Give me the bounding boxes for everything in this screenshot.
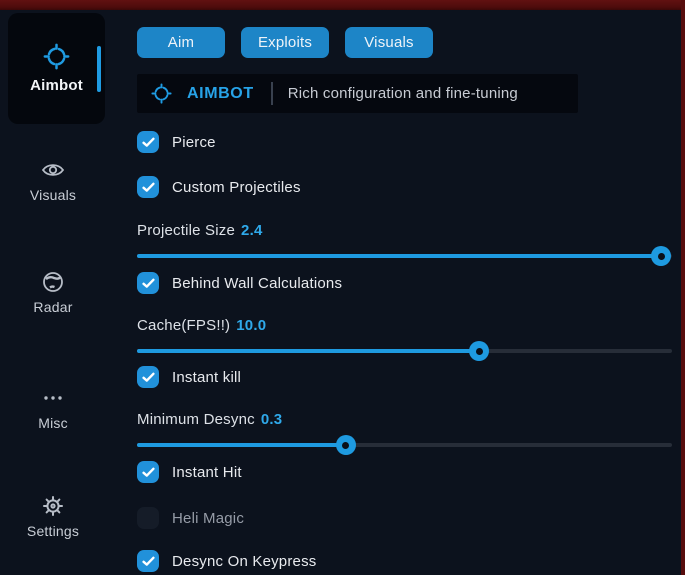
slider-fill	[137, 443, 346, 447]
slider-track[interactable]	[137, 341, 672, 361]
active-tab-indicator	[97, 46, 101, 92]
main-content: Aim Exploits Visuals AIMBOT Rich configura…	[137, 0, 672, 575]
sidebar-item-settings[interactable]: Settings	[0, 494, 106, 539]
crosshair-icon	[43, 43, 70, 70]
slider-handle[interactable]	[335, 435, 356, 455]
sidebar-item-label: Aimbot	[30, 77, 83, 94]
slider-label-text: Projectile Size	[137, 222, 236, 239]
right-red-border	[681, 0, 685, 575]
checkbox-checked[interactable]	[137, 366, 159, 388]
toggle-label: Pierce	[172, 133, 216, 151]
sidebar: Aimbot Visuals Radar Misc Settings	[0, 10, 128, 575]
eye-icon	[41, 158, 65, 182]
section-title: AIMBOT	[187, 84, 254, 102]
checkbox-checked[interactable]	[137, 176, 159, 198]
sidebar-item-label: Settings	[26, 523, 80, 539]
tab-aim[interactable]: Aim	[137, 27, 225, 58]
top-red-border	[0, 0, 685, 10]
sidebar-item-misc[interactable]: Misc	[0, 386, 106, 431]
toggle-label: Desync On Keypress	[172, 552, 317, 570]
toggle-row-instant-hit[interactable]: Instant Hit	[137, 461, 242, 483]
slider-cache-fps: Cache(FPS!!) 10.0	[137, 317, 672, 367]
toggle-label: Behind Wall Calculations	[172, 274, 343, 292]
slider-label: Projectile Size 2.4	[137, 222, 263, 240]
sidebar-item-label: Visuals	[29, 187, 77, 203]
slider-projectile-size: Projectile Size 2.4	[137, 222, 672, 272]
slider-value: 0.3	[260, 411, 283, 428]
toggle-row-pierce[interactable]: Pierce	[137, 131, 216, 153]
slider-label-text: Minimum Desync	[137, 411, 255, 428]
sidebar-item-visuals[interactable]: Visuals	[0, 158, 106, 203]
header-divider	[270, 82, 273, 105]
checkbox-checked[interactable]	[137, 131, 159, 153]
crosshair-icon	[151, 83, 172, 104]
toggle-row-desync-on-keypress[interactable]: Desync On Keypress	[137, 550, 317, 572]
slider-label-text: Cache(FPS!!)	[137, 317, 231, 334]
globe-icon	[41, 270, 65, 294]
section-subtitle: Rich configuration and fine-tuning	[287, 85, 518, 102]
toggle-row-instant-kill[interactable]: Instant kill	[137, 366, 241, 388]
slider-fill	[137, 254, 662, 258]
sidebar-item-label: Radar	[33, 299, 73, 315]
slider-handle[interactable]	[469, 341, 490, 361]
tab-visuals[interactable]: Visuals	[345, 27, 433, 58]
checkbox-checked[interactable]	[137, 550, 159, 572]
ellipsis-icon	[41, 386, 65, 410]
toggle-label: Heli Magic	[172, 509, 245, 527]
slider-fill	[137, 349, 480, 353]
tab-bar: Aim Exploits Visuals	[137, 27, 433, 58]
slider-label: Cache(FPS!!) 10.0	[137, 317, 266, 335]
slider-track[interactable]	[137, 435, 672, 455]
slider-track[interactable]	[137, 246, 672, 266]
sidebar-item-label: Misc	[38, 415, 68, 431]
toggle-label: Instant kill	[172, 368, 242, 386]
section-header: AIMBOT Rich configuration and fine-tunin…	[137, 74, 578, 113]
slider-handle[interactable]	[651, 246, 672, 266]
tab-exploits[interactable]: Exploits	[241, 27, 329, 58]
slider-value: 10.0	[236, 317, 267, 334]
toggle-label: Instant Hit	[172, 463, 242, 481]
checkbox-unchecked[interactable]	[137, 507, 159, 529]
toggle-row-behind-wall-calculations[interactable]: Behind Wall Calculations	[137, 272, 342, 294]
toggle-label: Custom Projectiles	[172, 178, 301, 196]
gear-icon	[41, 494, 65, 518]
checkbox-checked[interactable]	[137, 461, 159, 483]
toggle-row-heli-magic[interactable]: Heli Magic	[137, 507, 244, 529]
slider-label: Minimum Desync 0.3	[137, 411, 282, 429]
slider-value: 2.4	[241, 222, 263, 239]
checkbox-checked[interactable]	[137, 272, 159, 294]
sidebar-item-radar[interactable]: Radar	[0, 270, 106, 315]
toggle-row-custom-projectiles[interactable]: Custom Projectiles	[137, 176, 301, 198]
slider-minimum-desync: Minimum Desync 0.3	[137, 411, 672, 461]
sidebar-item-aimbot[interactable]: Aimbot	[8, 13, 105, 124]
